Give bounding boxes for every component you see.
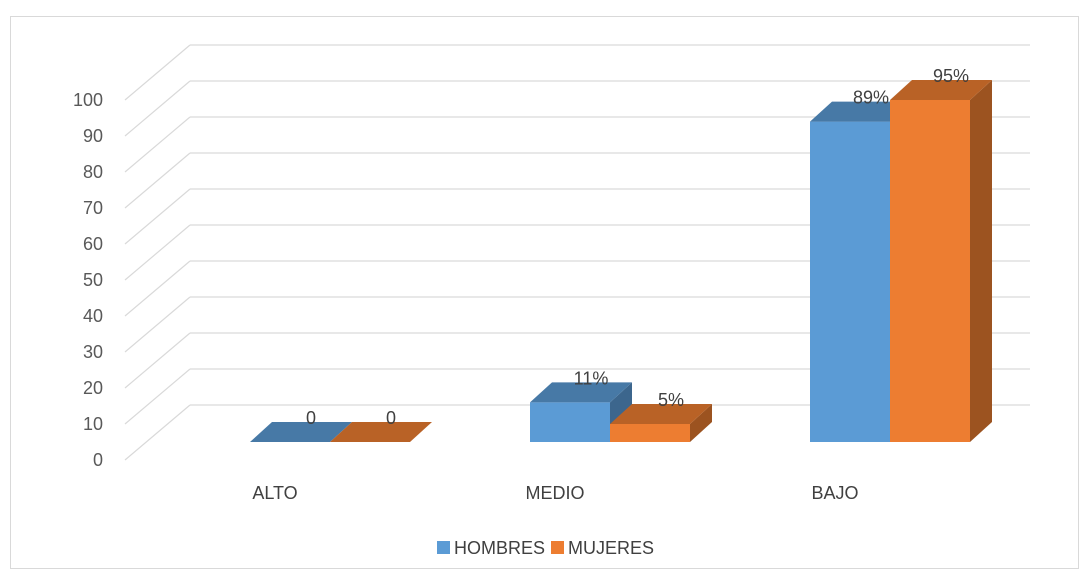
gridline-side xyxy=(124,44,191,101)
bar-front xyxy=(810,121,890,442)
bar-top xyxy=(810,101,912,122)
y-tick-label: 100 xyxy=(73,90,103,110)
gridline-side xyxy=(124,368,191,425)
bar: 0 xyxy=(250,408,352,442)
gridline xyxy=(124,44,1030,101)
legend-label: MUJERES xyxy=(568,538,654,558)
y-tick-label: 10 xyxy=(83,414,103,434)
data-label: 5% xyxy=(658,390,684,410)
category-group: 89% 95% BAJO xyxy=(810,66,992,503)
gridline-side xyxy=(124,80,191,137)
bar-side xyxy=(690,404,712,442)
gridline-side xyxy=(124,296,191,353)
data-label: 89% xyxy=(853,88,889,108)
legend: HOMBRES MUJERES xyxy=(437,538,654,558)
bar-top xyxy=(610,404,712,424)
data-label: 0 xyxy=(386,408,396,428)
legend-item: HOMBRES xyxy=(437,538,545,558)
gridline-side xyxy=(124,188,191,245)
legend-label: HOMBRES xyxy=(454,538,545,558)
data-label: 11% xyxy=(574,368,609,388)
x-tick-label: ALTO xyxy=(252,483,297,503)
bar-front xyxy=(890,100,970,442)
bar-top xyxy=(330,422,432,442)
gridline-side xyxy=(124,404,191,461)
bar-side xyxy=(970,80,992,442)
bar-top xyxy=(530,382,632,403)
y-tick-label: 60 xyxy=(83,234,103,254)
gridline-side xyxy=(124,332,191,389)
gridline-side xyxy=(124,224,191,281)
bar-top xyxy=(890,80,992,100)
gridline-side xyxy=(124,260,191,317)
data-label: 95% xyxy=(933,66,969,86)
y-tick-label: 70 xyxy=(83,198,103,218)
bar: 11% xyxy=(530,368,632,442)
x-tick-label: MEDIO xyxy=(525,483,584,503)
x-tick-label: BAJO xyxy=(811,483,858,503)
y-tick-label: 20 xyxy=(83,378,103,398)
category-group: 11% 5% MEDIO xyxy=(525,368,712,503)
gridline xyxy=(124,80,1030,137)
category-group: 0 0 ALTO xyxy=(250,408,432,503)
legend-swatch xyxy=(437,541,450,554)
bar: 5% xyxy=(610,390,712,442)
y-tick-label: 50 xyxy=(83,270,103,290)
legend-item: MUJERES xyxy=(551,538,654,558)
y-tick-label: 80 xyxy=(83,162,103,182)
legend-swatch xyxy=(551,541,564,554)
bar-top xyxy=(250,422,352,442)
y-tick-label: 30 xyxy=(83,342,103,362)
data-label: 0 xyxy=(306,408,316,428)
y-tick-label: 0 xyxy=(93,450,103,470)
bar: 0 xyxy=(330,408,432,442)
gridline-side xyxy=(124,116,191,173)
y-tick-label: 40 xyxy=(83,306,103,326)
bar: 95% xyxy=(890,66,992,442)
gridline-side xyxy=(124,152,191,209)
bar-front xyxy=(610,424,690,442)
bar-front xyxy=(530,402,610,442)
y-tick-label: 90 xyxy=(83,126,103,146)
